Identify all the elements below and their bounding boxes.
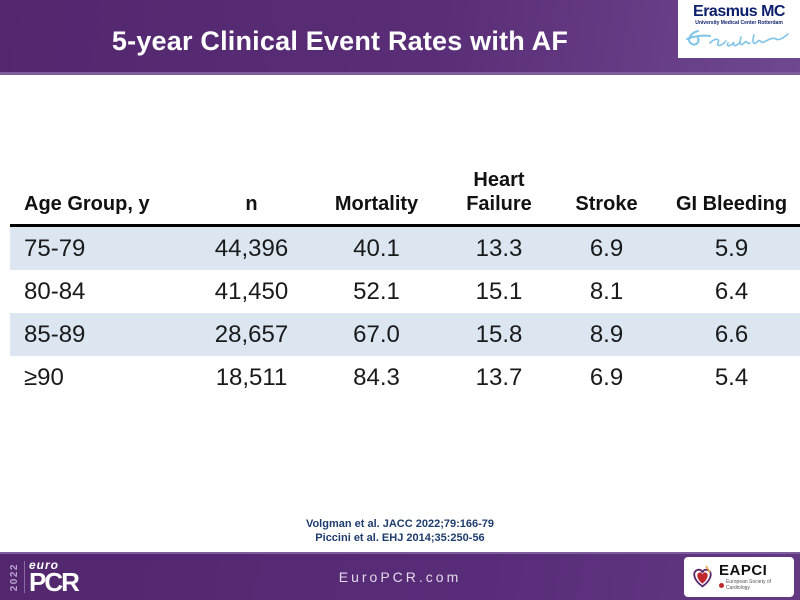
col-header-mortality: Mortality	[309, 168, 444, 227]
cell-heart-failure: 13.7	[475, 364, 523, 391]
slide-footer-bar: 2022 euro PCR EuroPCR.com EAPCI European…	[0, 552, 800, 600]
cell-heart-failure: 13.3	[475, 235, 523, 262]
erasmus-mc-logo-name: Erasmus MC	[693, 3, 785, 20]
europcr-logo-year: 2022	[9, 562, 20, 592]
cell-stroke: 8.1	[589, 278, 624, 305]
table-row: ≥90 18,511 84.3 13.7 6.9 5.4	[10, 356, 800, 399]
page-title: 5-year Clinical Event Rates with AF	[111, 26, 569, 56]
col-header-age-group: Age Group, y	[10, 168, 194, 227]
cell-stroke: 6.9	[589, 235, 624, 262]
citation-line: Volgman et al. JACC 2022;79:166-79	[305, 518, 495, 530]
cell-gi-bleeding: 6.4	[714, 278, 749, 305]
table-header-row: Age Group, y n Mortality Heart Failure S…	[10, 168, 800, 227]
cell-age-group: ≥90	[24, 364, 64, 391]
eapci-logo: EAPCI European Society of Cardiology	[684, 557, 794, 597]
cell-heart-failure: 15.8	[475, 321, 523, 348]
europcr-logo-pcr: PCR	[29, 567, 80, 597]
erasmus-signature-icon	[686, 30, 789, 47]
cell-age-group: 75-79	[24, 235, 86, 262]
cell-age-group: 80-84	[24, 278, 86, 305]
cell-n: 28,657	[214, 321, 289, 348]
erasmus-mc-logo-subtitle: University Medical Center Rotterdam	[695, 20, 783, 26]
col-header-heart-failure: Heart Failure	[444, 168, 554, 227]
europcr-website-link[interactable]: EuroPCR.com	[338, 569, 462, 585]
europcr-logo-divider	[24, 561, 25, 593]
slide-header-bar: 5-year Clinical Event Rates with AF Eras…	[0, 0, 800, 75]
cell-gi-bleeding: 6.6	[714, 321, 749, 348]
eapci-heart-icon	[693, 565, 712, 588]
cell-heart-failure: 15.1	[475, 278, 523, 305]
esc-dot-icon	[718, 582, 724, 588]
cell-mortality: 40.1	[353, 235, 400, 262]
cell-mortality: 67.0	[353, 321, 400, 348]
col-header-n: n	[194, 168, 309, 227]
cell-n: 18,511	[215, 364, 288, 391]
cell-gi-bleeding: 5.9	[714, 235, 749, 262]
eapci-logo-subtitle: European Society of Cardiology	[725, 579, 772, 591]
eapci-logo-name: EAPCI	[718, 562, 768, 579]
table-row: 85-89 28,657 67.0 15.8 8.9 6.6	[10, 313, 800, 356]
cell-n: 41,450	[214, 278, 289, 305]
cell-mortality: 52.1	[353, 278, 400, 305]
cell-mortality: 84.3	[353, 364, 400, 391]
cell-age-group: 85-89	[24, 321, 86, 348]
cell-stroke: 6.9	[589, 364, 624, 391]
table-row: 75-79 44,396 40.1 13.3 6.9 5.9	[10, 225, 800, 270]
table-row: 80-84 41,450 52.1 15.1 8.1 6.4	[10, 270, 800, 313]
cell-stroke: 8.9	[589, 321, 624, 348]
europcr-logo-euro: euro	[29, 558, 60, 572]
cell-n: 44,396	[214, 235, 289, 262]
erasmus-mc-logo: Erasmus MC University Medical Center Rot…	[678, 0, 800, 58]
cell-gi-bleeding: 5.4	[714, 364, 749, 391]
col-header-gi-bleeding: GI Bleeding	[659, 168, 800, 227]
citations-block: Volgman et al. JACC 2022;79:166-79 Picci…	[0, 517, 800, 545]
col-header-stroke: Stroke	[554, 168, 659, 227]
citation-line: Piccini et al. EHJ 2014;35:250-56	[315, 532, 485, 544]
event-rates-table: Age Group, y n Mortality Heart Failure S…	[10, 168, 800, 399]
europcr-2022-logo: 2022 euro PCR	[9, 557, 80, 597]
